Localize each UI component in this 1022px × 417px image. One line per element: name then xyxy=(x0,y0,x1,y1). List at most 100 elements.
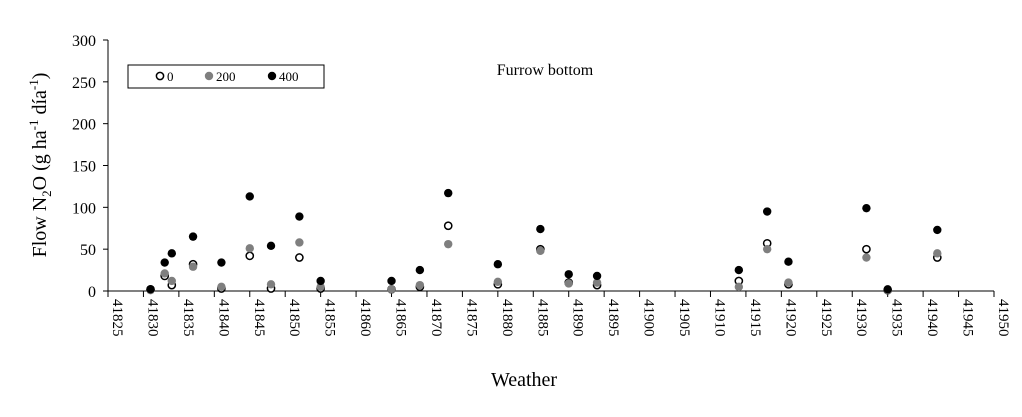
y-label-middle2: día xyxy=(29,90,51,120)
data-points xyxy=(146,188,942,295)
x-tick-label: 41950 xyxy=(995,299,1011,337)
point-series-400 xyxy=(295,212,304,221)
point-series-400 xyxy=(444,188,453,198)
point-series-400 xyxy=(146,285,155,294)
point-series-400 xyxy=(564,270,573,279)
y-tick-label: 100 xyxy=(72,200,96,217)
point-series-200 xyxy=(316,282,325,292)
x-tick-label: 41835 xyxy=(180,299,196,337)
legend-label-400: 400 xyxy=(279,69,299,84)
x-tick-label: 41920 xyxy=(782,299,798,337)
x-tick-label: 41840 xyxy=(215,299,231,337)
x-tick-label: 41845 xyxy=(251,299,267,337)
point-series-400 xyxy=(762,207,772,216)
legend-label-0: 0 xyxy=(167,69,174,84)
point-series-400 xyxy=(592,271,602,281)
legend-box xyxy=(127,64,325,89)
point-series-200 xyxy=(564,279,573,288)
x-tick-label: 41910 xyxy=(711,299,727,337)
point-series-200 xyxy=(167,276,176,286)
point-series-200 xyxy=(536,246,545,256)
point-series-0 xyxy=(245,251,255,261)
point-series-400 xyxy=(536,224,545,234)
y-tick-label: 200 xyxy=(72,117,96,134)
point-series-200 xyxy=(295,238,304,247)
point-series-400 xyxy=(167,249,176,258)
x-tick-label: 41915 xyxy=(747,299,763,337)
point-series-200 xyxy=(734,282,744,292)
point-series-400 xyxy=(784,257,793,266)
x-tick-label: 41940 xyxy=(924,299,940,337)
point-series-400 xyxy=(415,265,425,275)
y-label-sub: 2 xyxy=(39,190,54,197)
y-tick-label: 150 xyxy=(72,159,96,176)
legend-marker-0 xyxy=(155,71,165,81)
point-series-200 xyxy=(493,277,503,286)
y-tick-label: 50 xyxy=(80,242,96,259)
x-tick-label: 41905 xyxy=(676,299,692,337)
y-tick-label: 300 xyxy=(72,33,96,50)
legend-marker-200 xyxy=(204,71,214,81)
point-series-400 xyxy=(387,276,396,286)
chart-title: Furrow bottom xyxy=(497,62,594,79)
point-series-400 xyxy=(266,241,276,251)
point-series-200 xyxy=(444,239,453,249)
x-tick-label: 41865 xyxy=(393,299,409,337)
point-series-0 xyxy=(295,253,304,262)
x-tick-label: 41900 xyxy=(641,299,657,337)
point-series-200 xyxy=(266,280,276,289)
legend-label-200: 200 xyxy=(216,69,236,84)
legend: 0 200 400 xyxy=(127,64,325,89)
point-series-200 xyxy=(762,244,772,254)
x-tick-label: 41880 xyxy=(499,299,515,337)
point-series-200 xyxy=(784,278,793,287)
y-label-middle: O (g ha xyxy=(29,130,51,190)
x-tick-label: 41890 xyxy=(570,299,586,337)
x-tick-label: 41860 xyxy=(357,299,373,337)
x-tick-label: 41850 xyxy=(286,299,302,337)
x-tick-label: 41830 xyxy=(144,299,160,337)
point-series-400 xyxy=(188,232,198,241)
point-series-200 xyxy=(245,244,254,253)
point-series-400 xyxy=(493,260,503,269)
y-tick-label: 250 xyxy=(72,75,96,92)
point-series-200 xyxy=(188,262,198,271)
point-series-0 xyxy=(443,221,453,231)
point-series-200 xyxy=(387,285,396,294)
point-series-400 xyxy=(734,265,744,275)
legend-marker-400 xyxy=(267,71,277,81)
y-axis-ticks: 0 50 100 150 200 250 300 xyxy=(72,33,108,301)
point-series-200 xyxy=(217,282,226,292)
x-axis-ticks: 41825 41830 41835 41840 41845 41850 41855 41860… xyxy=(107,291,1011,337)
x-tick-label: 41930 xyxy=(853,299,869,337)
x-axis-label: Weather xyxy=(491,369,557,391)
x-tick-label: 41885 xyxy=(534,299,550,337)
point-series-400 xyxy=(862,203,871,213)
point-series-200 xyxy=(160,269,169,278)
y-tick-label: 0 xyxy=(88,284,96,301)
point-series-200 xyxy=(592,278,602,287)
point-series-0 xyxy=(862,244,871,254)
y-label-prefix: Flow N xyxy=(29,197,51,258)
x-tick-label: 41945 xyxy=(960,299,976,337)
y-label-suffix: ) xyxy=(29,73,51,80)
x-tick-label: 41875 xyxy=(463,299,479,337)
point-series-200 xyxy=(933,249,942,258)
point-series-400 xyxy=(160,258,169,267)
point-series-400 xyxy=(883,285,892,294)
x-tick-label: 41870 xyxy=(428,299,444,337)
x-tick-label: 41895 xyxy=(605,299,621,337)
point-series-200 xyxy=(862,253,871,262)
point-series-400 xyxy=(245,192,254,201)
point-series-400 xyxy=(933,225,942,235)
y-label-sup1: -1 xyxy=(26,120,41,131)
y-axis-label: Flow N2O (g ha-1 día-1) xyxy=(26,73,54,258)
x-tick-label: 41855 xyxy=(322,299,338,337)
point-series-400 xyxy=(217,258,226,267)
x-tick-label: 41925 xyxy=(818,299,834,337)
y-label-sup2: -1 xyxy=(26,79,41,90)
point-series-200 xyxy=(415,280,425,290)
point-series-400 xyxy=(316,276,325,286)
x-tick-label: 41825 xyxy=(109,299,125,337)
